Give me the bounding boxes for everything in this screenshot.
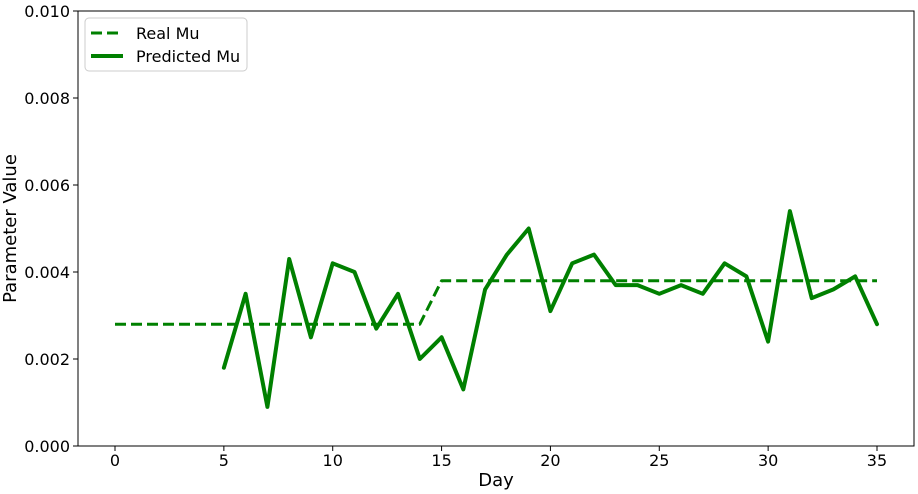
- series-line-real-mu: [115, 279, 877, 326]
- x-tick-label: 20: [540, 451, 560, 470]
- plot-area: [115, 209, 879, 409]
- legend: Real Mu Predicted Mu: [84, 17, 248, 72]
- x-tick-label: 15: [431, 451, 451, 470]
- x-tick-label: 0: [110, 451, 120, 470]
- x-tick-label: 25: [649, 451, 669, 470]
- y-axis-label: Parameter Value: [0, 154, 21, 303]
- y-tick-label: 0.000: [24, 437, 70, 456]
- x-tick-label: 10: [323, 451, 343, 470]
- x-tick-label: 30: [758, 451, 778, 470]
- y-tick-label: 0.010: [24, 2, 70, 21]
- series-line-predicted-mu: [221, 209, 879, 409]
- legend-label: Predicted Mu: [136, 47, 240, 66]
- x-tick-label: 5: [219, 451, 229, 470]
- y-tick-label: 0.008: [24, 89, 70, 108]
- y-tick-label: 0.002: [24, 350, 70, 369]
- legend-box: [84, 17, 248, 72]
- axes-frame: [77, 10, 915, 447]
- x-tick-label: 35: [867, 451, 887, 470]
- y-tick-label: 0.004: [24, 263, 70, 282]
- legend-label: Real Mu: [136, 24, 200, 43]
- x-axis-label: Day: [478, 470, 514, 491]
- y-tick-label: 0.006: [24, 176, 70, 195]
